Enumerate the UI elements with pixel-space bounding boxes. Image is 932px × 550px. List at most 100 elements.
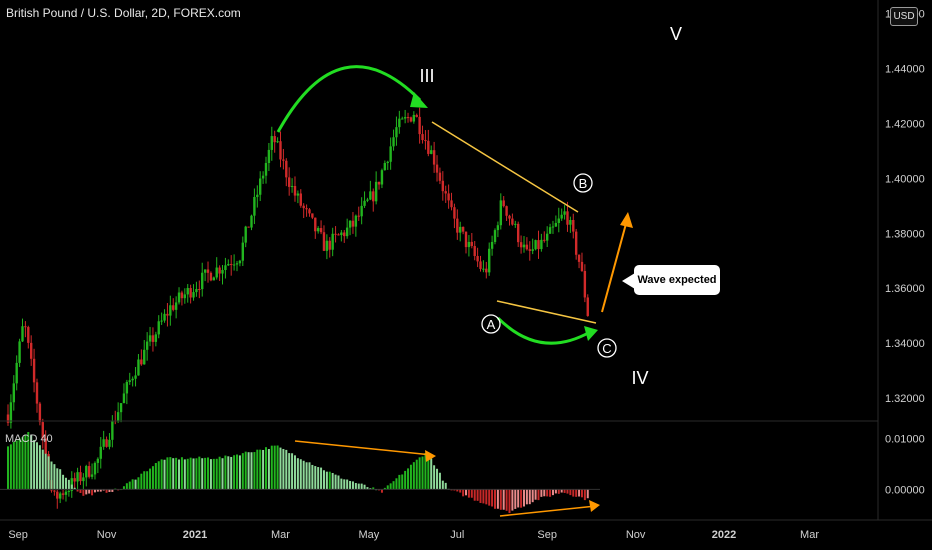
candle xyxy=(343,230,346,243)
candle xyxy=(482,260,485,273)
candle xyxy=(351,212,355,234)
macd-bar xyxy=(291,453,294,490)
macd-bar xyxy=(317,467,320,490)
macd-bar xyxy=(366,487,369,490)
candle xyxy=(316,226,320,234)
candle xyxy=(137,354,140,376)
macd-bar xyxy=(47,456,50,490)
macd-bar xyxy=(70,484,73,490)
price-tick-label: 1.34000 xyxy=(885,338,925,350)
candle xyxy=(308,208,311,217)
svg-text:C: C xyxy=(602,341,611,356)
macd-bar xyxy=(230,456,233,490)
macd-tick-label: 0.01000 xyxy=(885,433,925,445)
macd-bar xyxy=(395,478,398,490)
candle xyxy=(470,232,474,249)
candle xyxy=(424,130,427,150)
candle xyxy=(409,116,413,123)
macd-bar xyxy=(583,489,586,501)
arrowhead xyxy=(410,92,428,108)
candle xyxy=(586,294,589,317)
candle xyxy=(105,436,108,448)
candle xyxy=(82,473,85,490)
candle xyxy=(218,265,221,281)
macd-bar xyxy=(15,440,18,490)
candle xyxy=(215,257,218,280)
candle xyxy=(563,205,566,220)
macd-bar xyxy=(334,474,337,490)
candle xyxy=(79,465,82,485)
candle xyxy=(157,315,160,339)
macd-bar xyxy=(322,470,325,490)
candle xyxy=(415,113,418,118)
macd-bar xyxy=(91,489,94,496)
macd-bar xyxy=(409,464,412,490)
macd-bar xyxy=(343,479,346,490)
candle xyxy=(395,116,398,146)
macd-bar xyxy=(18,438,21,490)
macd-bar xyxy=(563,489,566,493)
candle xyxy=(432,141,436,173)
macd-bar xyxy=(140,473,143,490)
candle xyxy=(331,227,334,257)
candle xyxy=(560,208,563,221)
macd-bar xyxy=(195,458,198,490)
candle xyxy=(490,235,494,256)
candle xyxy=(334,226,337,243)
macd-divergence-line xyxy=(499,505,597,517)
macd-bar xyxy=(151,466,154,490)
candle xyxy=(238,259,242,267)
candle xyxy=(270,126,273,161)
candle xyxy=(299,189,302,208)
macd-bar xyxy=(488,489,491,506)
candle xyxy=(273,130,276,153)
macd-bar xyxy=(241,453,244,490)
candle xyxy=(32,348,36,393)
candle xyxy=(85,464,88,487)
macd-bar xyxy=(146,471,149,490)
macd-bar xyxy=(227,456,230,490)
candle xyxy=(232,254,236,271)
macd-bar xyxy=(180,457,183,490)
macd-bar xyxy=(262,449,265,490)
macd-bar xyxy=(459,489,462,493)
currency-button[interactable]: USD xyxy=(890,7,918,26)
candle xyxy=(111,415,114,448)
macd-bar xyxy=(551,489,554,496)
macd-bar xyxy=(441,480,444,490)
macd-bar xyxy=(186,458,189,490)
macd-bar xyxy=(314,466,317,490)
wave-label-c: C xyxy=(597,338,617,358)
candle xyxy=(177,287,181,305)
candle xyxy=(554,215,558,228)
candle xyxy=(577,254,581,269)
candle xyxy=(87,461,91,479)
candle xyxy=(267,142,271,172)
candle xyxy=(392,129,395,151)
candle xyxy=(108,433,111,450)
wedge-lower-line xyxy=(496,300,597,324)
macd-bar xyxy=(299,459,302,490)
macd-bar xyxy=(346,479,349,490)
candle xyxy=(154,331,158,347)
macd-bar xyxy=(85,489,88,495)
macd-bar xyxy=(470,489,473,498)
macd-bar xyxy=(465,489,468,496)
macd-bar xyxy=(412,462,415,490)
candle xyxy=(282,148,285,170)
macd-bar xyxy=(540,489,543,497)
macd-bar xyxy=(79,489,82,494)
macd-bar xyxy=(276,445,279,490)
candle xyxy=(354,214,358,237)
candle xyxy=(224,257,227,279)
macd-bar xyxy=(572,489,575,497)
candle xyxy=(511,213,514,226)
candle xyxy=(430,145,433,155)
candle xyxy=(537,230,540,259)
time-tick-label: Sep xyxy=(8,529,28,541)
candle xyxy=(441,171,445,201)
candle xyxy=(206,261,210,283)
candle xyxy=(253,188,256,225)
candle xyxy=(169,295,172,326)
candle xyxy=(189,284,192,304)
